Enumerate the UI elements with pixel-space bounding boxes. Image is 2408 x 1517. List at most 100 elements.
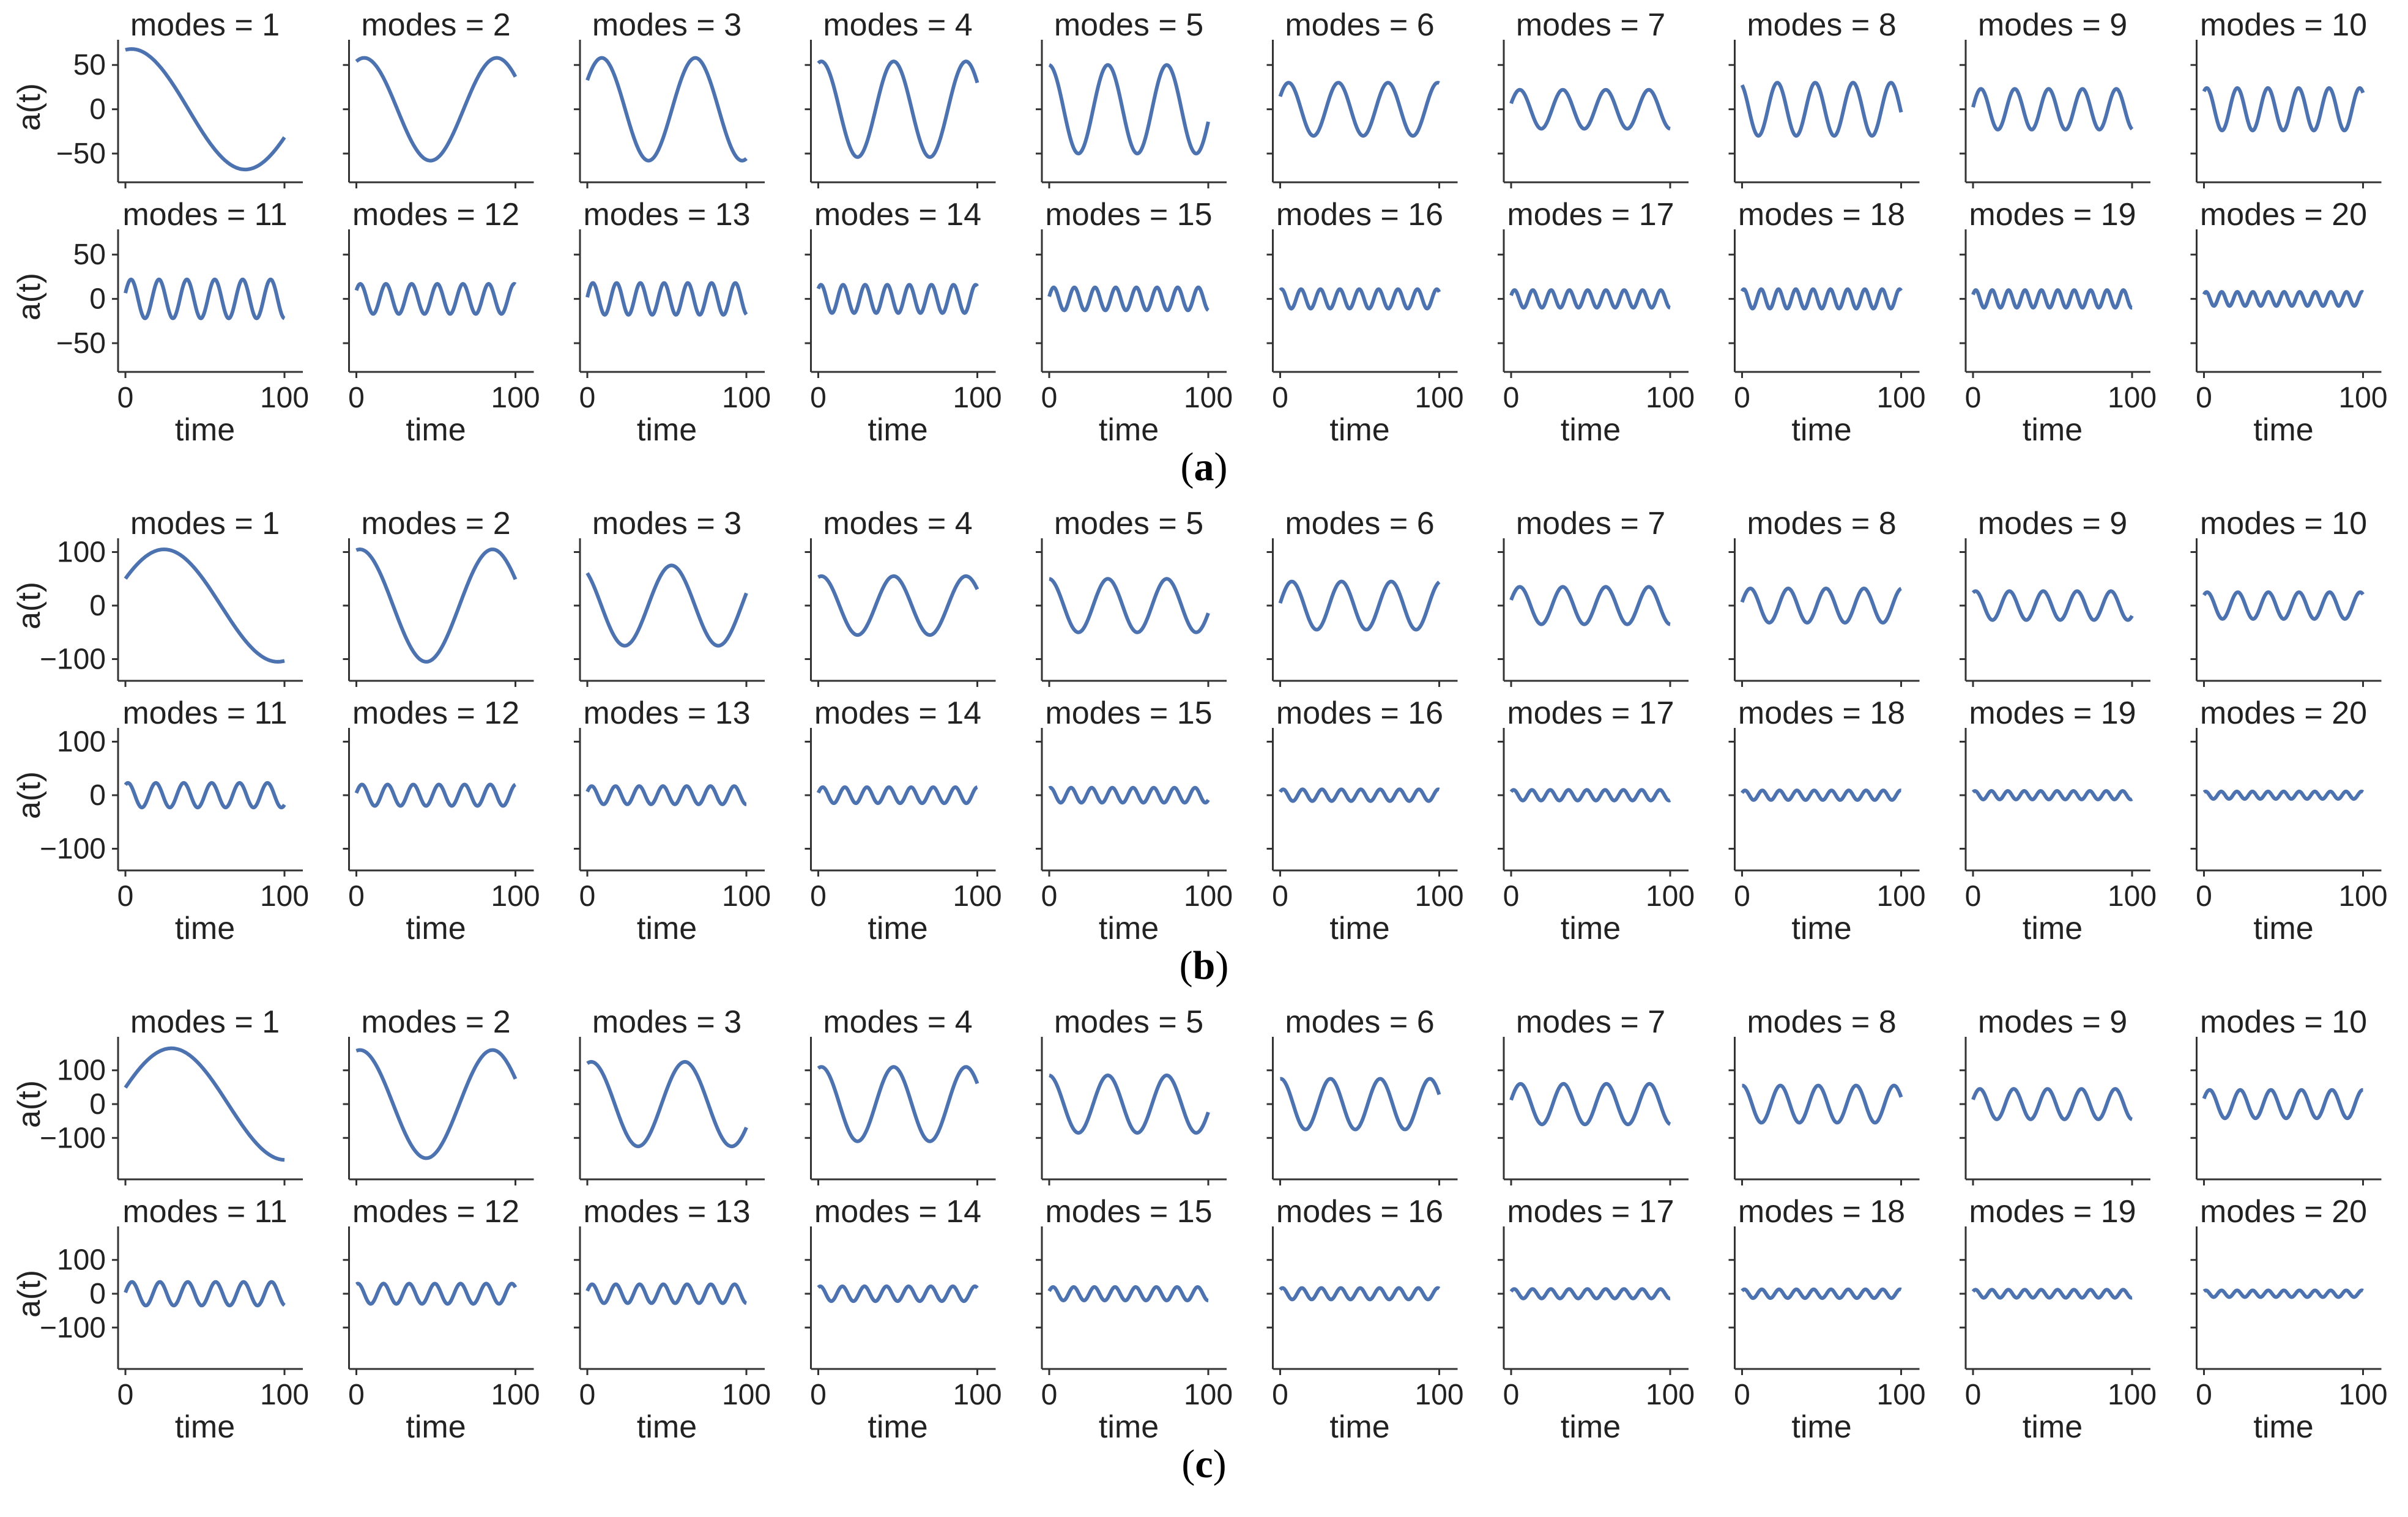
x-tick-label: 100: [1876, 1379, 1925, 1411]
subplot-title: modes = 13: [583, 695, 750, 731]
series-line-modes-16: [1279, 287, 1441, 311]
subplot: modes = 6: [1266, 7, 1458, 188]
x-axis-label: time: [637, 412, 697, 448]
series-line-modes-14: [817, 1284, 979, 1304]
subplot: modes = 19 0 100 time: [1960, 1194, 2157, 1445]
series-line-modes-19: [1971, 789, 2133, 801]
subplot: modes = 2: [343, 1004, 534, 1185]
series-line-modes-17: [1509, 288, 1671, 310]
subplot: modes = 3: [574, 1004, 765, 1185]
subplot-title: modes = 15: [1045, 197, 1212, 232]
x-tick-label: 100: [722, 382, 771, 414]
series-line-modes-5: [1048, 577, 1210, 634]
subplot: modes = 19 0 100 time: [1960, 695, 2157, 946]
subplot-title: modes = 16: [1276, 695, 1443, 731]
subplot: modes = 16 0 100 time: [1266, 1194, 1464, 1445]
subfigure-label-c: (c): [1181, 1442, 1226, 1486]
subplot: modes = 13 0 100 time: [574, 197, 771, 448]
series-line-modes-7: [1509, 1081, 1671, 1127]
subplot: modes = 4: [805, 1004, 996, 1185]
x-tick-label: 0: [2196, 880, 2212, 913]
x-tick-label: 0: [1965, 1379, 1982, 1411]
x-axis-label: time: [175, 412, 235, 448]
x-tick-label: 100: [2338, 382, 2387, 414]
x-tick-label: 0: [117, 382, 134, 414]
subplot: modes = 16 0 100 time: [1266, 197, 1464, 448]
subplot: modes = 8: [1728, 7, 1920, 188]
subplot: modes = 17 0 100 time: [1498, 197, 1695, 448]
series-line-modes-10: [2202, 1088, 2365, 1121]
x-tick-label: 0: [810, 880, 827, 913]
subplot-title: modes = 18: [1738, 695, 1905, 731]
x-tick-label: 100: [1646, 1379, 1695, 1411]
subplot-title: modes = 4: [823, 506, 972, 541]
x-tick-label: 0: [579, 1379, 596, 1411]
x-tick-label: 100: [953, 382, 1001, 414]
x-axis-label: time: [2023, 412, 2083, 448]
subplot-title: modes = 18: [1738, 197, 1905, 232]
subplot-title: modes = 1: [130, 1004, 280, 1040]
x-tick-label: 100: [722, 880, 771, 913]
series-line-modes-3: [585, 56, 748, 163]
x-axis-label: time: [2253, 412, 2313, 448]
x-tick-label: 100: [260, 1379, 309, 1411]
x-tick-label: 0: [1503, 1379, 1520, 1411]
x-tick-label: 0: [1965, 880, 1982, 913]
x-tick-label: 100: [2338, 880, 2387, 913]
subplot: modes = 10: [2190, 7, 2382, 188]
series-line-modes-11: [124, 781, 286, 810]
subplot-title: modes = 2: [361, 7, 510, 43]
series-line-modes-13: [585, 784, 748, 806]
subplot: modes = 14 0 100 time: [805, 197, 1002, 448]
subplot: modes = 5: [1036, 7, 1227, 188]
x-tick-label: 100: [1414, 880, 1463, 913]
x-tick-label: 0: [579, 382, 596, 414]
x-axis-label: time: [637, 911, 697, 946]
x-tick-label: 0: [1503, 880, 1520, 913]
y-tick-label: 0: [89, 283, 106, 316]
subplot-title: modes = 16: [1276, 197, 1443, 232]
x-tick-label: 100: [2108, 880, 2157, 913]
subplot: modes = 15 0 100 time: [1036, 1194, 1233, 1445]
series-line-modes-17: [1509, 1287, 1671, 1300]
x-tick-label: 0: [810, 382, 827, 414]
y-tick-label: 100: [57, 536, 106, 569]
x-axis-label: time: [1329, 412, 1389, 448]
x-tick-label: 0: [117, 880, 134, 913]
x-tick-label: 0: [117, 1379, 134, 1411]
subplot-title: modes = 18: [1738, 1194, 1905, 1230]
subplot: modes = 7: [1498, 7, 1689, 188]
y-axis-label: a(t): [12, 771, 47, 819]
subplot-title: modes = 10: [2200, 1004, 2367, 1040]
subplot: modes = 20 0 100 time: [2190, 1194, 2388, 1445]
subplot-title: modes = 2: [361, 1004, 510, 1040]
series-line-modes-20: [2202, 1288, 2365, 1299]
series-line-modes-11: [124, 277, 286, 321]
subplot: modes = 11 100 0 −100 0 100 time a(t): [12, 695, 309, 946]
x-tick-label: 100: [953, 880, 1001, 913]
x-axis-label: time: [1791, 911, 1851, 946]
x-axis-label: time: [1561, 911, 1621, 946]
subplot-title: modes = 1: [130, 506, 280, 541]
series-line-modes-18: [1740, 287, 1903, 311]
x-tick-label: 0: [2196, 382, 2212, 414]
series-line-modes-20: [2202, 290, 2365, 308]
x-axis-label: time: [406, 412, 466, 448]
x-tick-label: 100: [1646, 382, 1695, 414]
y-axis-label: a(t): [12, 273, 47, 321]
subplot: modes = 18 0 100 time: [1728, 695, 1926, 946]
subplot-title: modes = 3: [592, 7, 741, 43]
x-tick-label: 0: [1734, 382, 1750, 414]
subfigure-label-a: (a): [1181, 445, 1228, 489]
subplot-title: modes = 10: [2200, 506, 2367, 541]
series-line-modes-4: [817, 1065, 979, 1143]
subplot-title: modes = 17: [1507, 1194, 1674, 1230]
x-tick-label: 100: [1414, 382, 1463, 414]
x-axis-label: time: [1099, 412, 1159, 448]
subplot-title: modes = 2: [361, 506, 510, 541]
series-line-modes-1: [124, 47, 286, 172]
x-axis-label: time: [637, 1409, 697, 1445]
series-line-modes-18: [1741, 788, 1903, 802]
series-line-modes-11: [124, 1280, 286, 1308]
